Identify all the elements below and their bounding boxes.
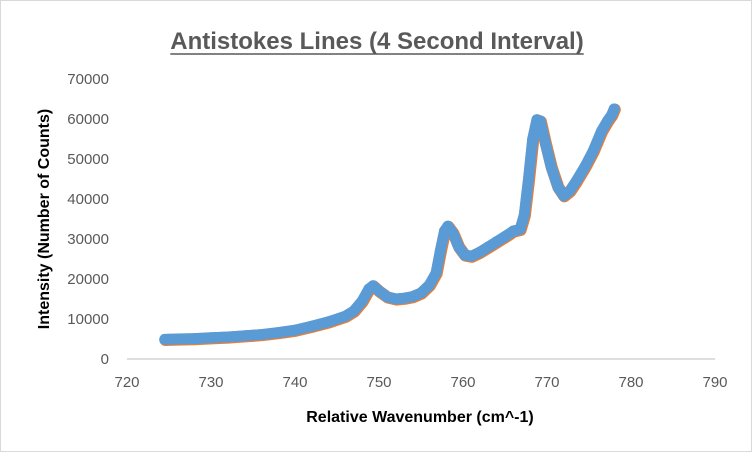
- data-point: [570, 175, 582, 187]
- x-tick-label: 740: [282, 374, 307, 391]
- x-tick-label: 790: [702, 374, 727, 391]
- data-point: [534, 115, 546, 127]
- data-point: [434, 245, 446, 257]
- y-tick-labels: 0 10000 20000 30000 40000 50000 60000 70000: [67, 71, 109, 368]
- data-point: [381, 291, 393, 303]
- x-tick-labels: 720 730 740 750 760 770 780 790: [114, 374, 727, 391]
- x-tick-label: 730: [198, 374, 223, 391]
- data-point: [545, 161, 557, 173]
- data-point: [465, 250, 477, 262]
- x-tick-label: 760: [450, 374, 475, 391]
- data-point: [171, 333, 183, 345]
- data-point: [499, 231, 511, 243]
- data-point: [348, 305, 360, 317]
- x-tick-label: 750: [366, 374, 391, 391]
- data-point: [527, 133, 539, 145]
- data-point: [423, 279, 435, 291]
- data-point: [453, 241, 465, 253]
- data-point: [390, 293, 402, 305]
- data-point: [205, 332, 217, 344]
- data-point: [289, 324, 301, 336]
- data-point: [373, 285, 385, 297]
- data-point: [514, 223, 526, 235]
- data-point: [596, 125, 608, 137]
- data-point: [539, 137, 551, 149]
- data-point: [255, 329, 267, 341]
- y-tick-label: 20000: [67, 271, 109, 288]
- data-point: [474, 246, 486, 258]
- y-tick-label: 70000: [67, 71, 109, 88]
- data-point: [239, 330, 251, 342]
- y-tick-label: 60000: [67, 111, 109, 128]
- data-point: [272, 327, 284, 339]
- y-tick-label: 50000: [67, 151, 109, 168]
- x-tick-label: 780: [618, 374, 643, 391]
- data-point: [523, 173, 534, 185]
- data-point: [430, 267, 442, 279]
- y-tick-label: 0: [101, 351, 109, 368]
- y-tick-label: 10000: [67, 311, 109, 328]
- data-point: [188, 333, 200, 345]
- y-tick-label: 30000: [67, 231, 109, 248]
- data-point: [407, 291, 419, 303]
- data-point: [482, 241, 494, 253]
- data-point: [608, 103, 620, 115]
- data-point: [398, 292, 410, 304]
- y-axis-label: Intensity (Number of Counts): [36, 109, 53, 329]
- data-point: [159, 333, 171, 345]
- x-tick-label: 720: [114, 374, 139, 391]
- data-point: [415, 287, 427, 299]
- data-point: [356, 295, 368, 307]
- data-point: [491, 236, 503, 248]
- data-point: [579, 161, 591, 173]
- data-point: [306, 320, 318, 332]
- data-series: [159, 103, 621, 346]
- data-point: [447, 227, 459, 239]
- y-tick-label: 40000: [67, 191, 109, 208]
- x-axis-label: Relative Wavenumber (cm^-1): [306, 409, 533, 426]
- data-point: [564, 185, 576, 197]
- x-tick-label: 770: [534, 374, 559, 391]
- data-point: [222, 331, 234, 343]
- data-point: [552, 181, 564, 193]
- data-point: [587, 145, 599, 157]
- data-point: [323, 316, 335, 328]
- data-point: [518, 209, 530, 221]
- data-point: [339, 310, 351, 322]
- chart-title: Antistokes Lines (4 Second Interval): [170, 28, 583, 55]
